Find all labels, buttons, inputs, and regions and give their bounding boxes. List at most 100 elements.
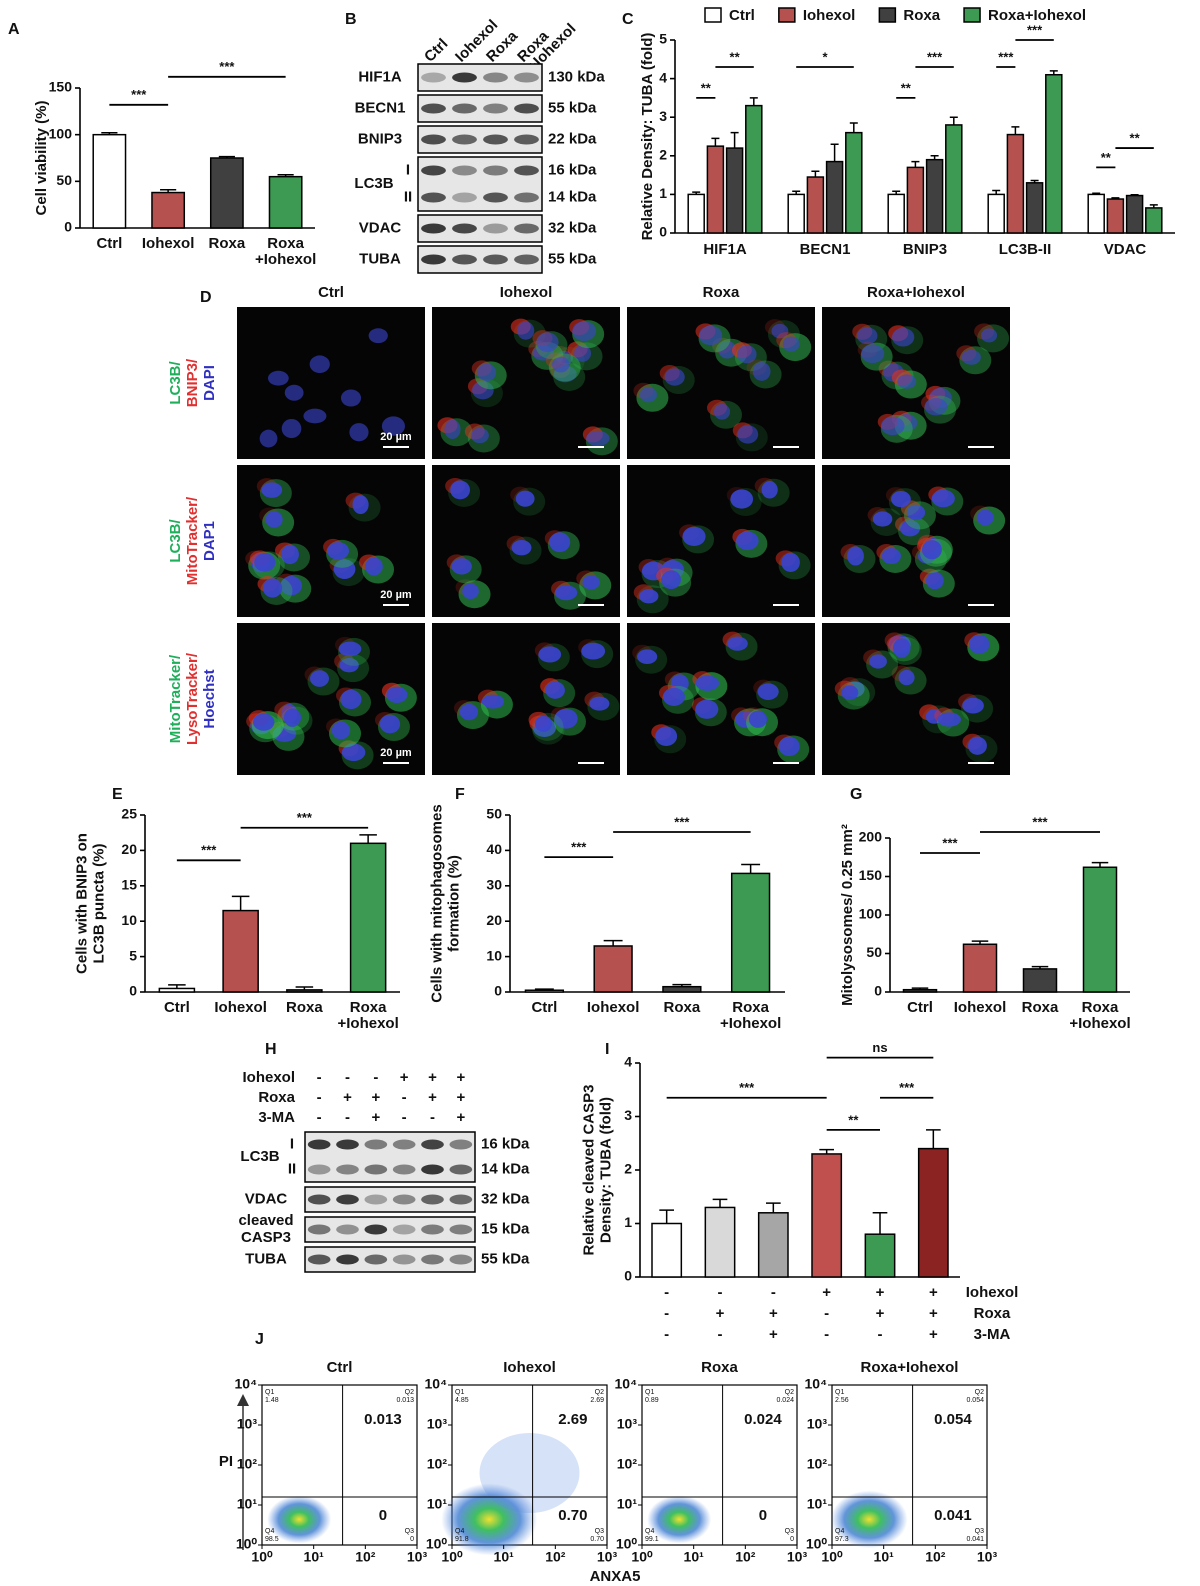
nucleus bbox=[931, 489, 955, 508]
error-bar bbox=[811, 170, 820, 178]
protein-label: BNIP3 bbox=[358, 130, 402, 147]
error-bar bbox=[711, 137, 720, 147]
blot-band bbox=[392, 1139, 416, 1150]
y-tick-label: 10⁰ bbox=[426, 1536, 448, 1552]
x-tick-label: Ctrl bbox=[531, 999, 557, 1016]
bar bbox=[757, 1212, 789, 1278]
treatment-sign: + bbox=[456, 1069, 465, 1086]
scale-bar-label: 20 µm bbox=[380, 589, 412, 601]
nucleus bbox=[727, 636, 748, 651]
bar bbox=[902, 988, 938, 993]
blot-band bbox=[421, 1139, 444, 1150]
nucleus bbox=[253, 713, 275, 731]
plot-title: Roxa bbox=[701, 1359, 738, 1376]
x-tick-label: Roxa +Iohexol bbox=[337, 999, 398, 1032]
nucleus bbox=[695, 675, 720, 691]
blot-band bbox=[452, 192, 477, 203]
treatment-sign: + bbox=[769, 1326, 778, 1343]
nucleus bbox=[538, 646, 562, 663]
stain-label: MitoTracker/ bbox=[184, 496, 201, 585]
quadrant-name: Q1 bbox=[455, 1389, 464, 1396]
y-tick-label: 10⁴ bbox=[805, 1376, 828, 1392]
x-tick-label: 10⁰ bbox=[251, 1549, 273, 1565]
treatment-sign: - bbox=[824, 1326, 829, 1343]
nucleus bbox=[639, 387, 657, 403]
x-tick-label: LC3B-II bbox=[999, 241, 1052, 258]
y-tick-label: 30 bbox=[486, 877, 502, 893]
x-tick-label: Roxa bbox=[209, 235, 246, 252]
nucleus bbox=[340, 389, 362, 407]
bar bbox=[286, 989, 323, 993]
bar bbox=[151, 191, 186, 229]
nucleus bbox=[664, 368, 685, 386]
error-bar bbox=[692, 191, 701, 195]
blot-band bbox=[514, 103, 539, 114]
error-bar bbox=[830, 143, 839, 162]
blot-band bbox=[452, 223, 477, 234]
bar bbox=[1006, 133, 1025, 234]
plot-title: Ctrl bbox=[327, 1359, 353, 1376]
text-line: Roxa bbox=[1082, 999, 1119, 1016]
blot-band bbox=[452, 165, 477, 176]
nucleus bbox=[267, 370, 289, 386]
column-title: Roxa+Iohexol bbox=[867, 284, 965, 301]
treatment-sign: + bbox=[371, 1089, 380, 1106]
nucleus bbox=[637, 649, 658, 665]
x-tick-label: VDAC bbox=[1104, 241, 1147, 258]
column-title: Ctrl bbox=[318, 284, 344, 301]
quadrant-value: 0.70 bbox=[558, 1507, 587, 1524]
error-bar bbox=[1091, 861, 1109, 868]
nucleus bbox=[515, 490, 535, 507]
y-tick-label: 4 bbox=[624, 1054, 632, 1070]
treatment-sign: - bbox=[345, 1109, 350, 1126]
nucleus bbox=[893, 638, 911, 658]
y-tick-label: 0 bbox=[874, 983, 882, 999]
quadrant-value: 0.024 bbox=[744, 1411, 782, 1428]
treatment-sign: + bbox=[929, 1305, 938, 1322]
error-bar bbox=[277, 174, 294, 177]
legend-label: Roxa+Iohexol bbox=[988, 7, 1086, 24]
molecular-weight: 16 kDa bbox=[548, 161, 597, 178]
event-density bbox=[441, 1483, 538, 1556]
treatment-sign: + bbox=[716, 1305, 725, 1322]
nucleus bbox=[281, 544, 299, 565]
blot-band bbox=[421, 165, 446, 176]
stain-label: BNIP3/ bbox=[184, 358, 201, 407]
y-tick-label: 10¹ bbox=[427, 1496, 448, 1512]
error-bar bbox=[849, 122, 858, 133]
text-line: +Iohexol bbox=[1069, 1015, 1130, 1032]
scale-bar-label: 20 µm bbox=[380, 747, 412, 759]
nucleus bbox=[662, 687, 685, 706]
quadrant-percent: 0.041 bbox=[966, 1536, 984, 1543]
nucleus bbox=[549, 532, 571, 553]
blot-band bbox=[449, 1139, 473, 1150]
bar bbox=[906, 166, 925, 234]
nucleus bbox=[262, 578, 283, 598]
nucleus bbox=[331, 721, 351, 740]
blot-membrane bbox=[304, 1131, 476, 1183]
y-tick-label: 50 bbox=[486, 806, 502, 822]
error-bar bbox=[741, 863, 761, 874]
blot-band bbox=[483, 192, 508, 203]
x-tick-label: Roxa bbox=[1022, 999, 1059, 1016]
nucleus bbox=[511, 539, 532, 556]
error-bar bbox=[1111, 197, 1120, 200]
quadrant-percent: 0.89 bbox=[645, 1397, 659, 1404]
blot-band bbox=[307, 1254, 331, 1265]
error-bar bbox=[672, 983, 692, 987]
blot-band bbox=[483, 103, 508, 114]
bar bbox=[1106, 198, 1125, 234]
blot-band bbox=[452, 72, 477, 83]
quadrant-percent: 1.48 bbox=[265, 1397, 279, 1404]
y-tick-label: 10 bbox=[486, 947, 502, 963]
x-tick-label: Iohexol bbox=[587, 999, 640, 1016]
y-tick-label: 50 bbox=[56, 172, 72, 188]
panel-letter: H bbox=[265, 1041, 277, 1058]
x-tick-label: 10² bbox=[735, 1549, 756, 1565]
y-tick-label: 20 bbox=[121, 841, 137, 857]
y-tick-label: 10⁰ bbox=[806, 1536, 828, 1552]
nucleus bbox=[906, 504, 926, 521]
nucleus bbox=[254, 552, 276, 572]
blot-band bbox=[483, 134, 508, 145]
